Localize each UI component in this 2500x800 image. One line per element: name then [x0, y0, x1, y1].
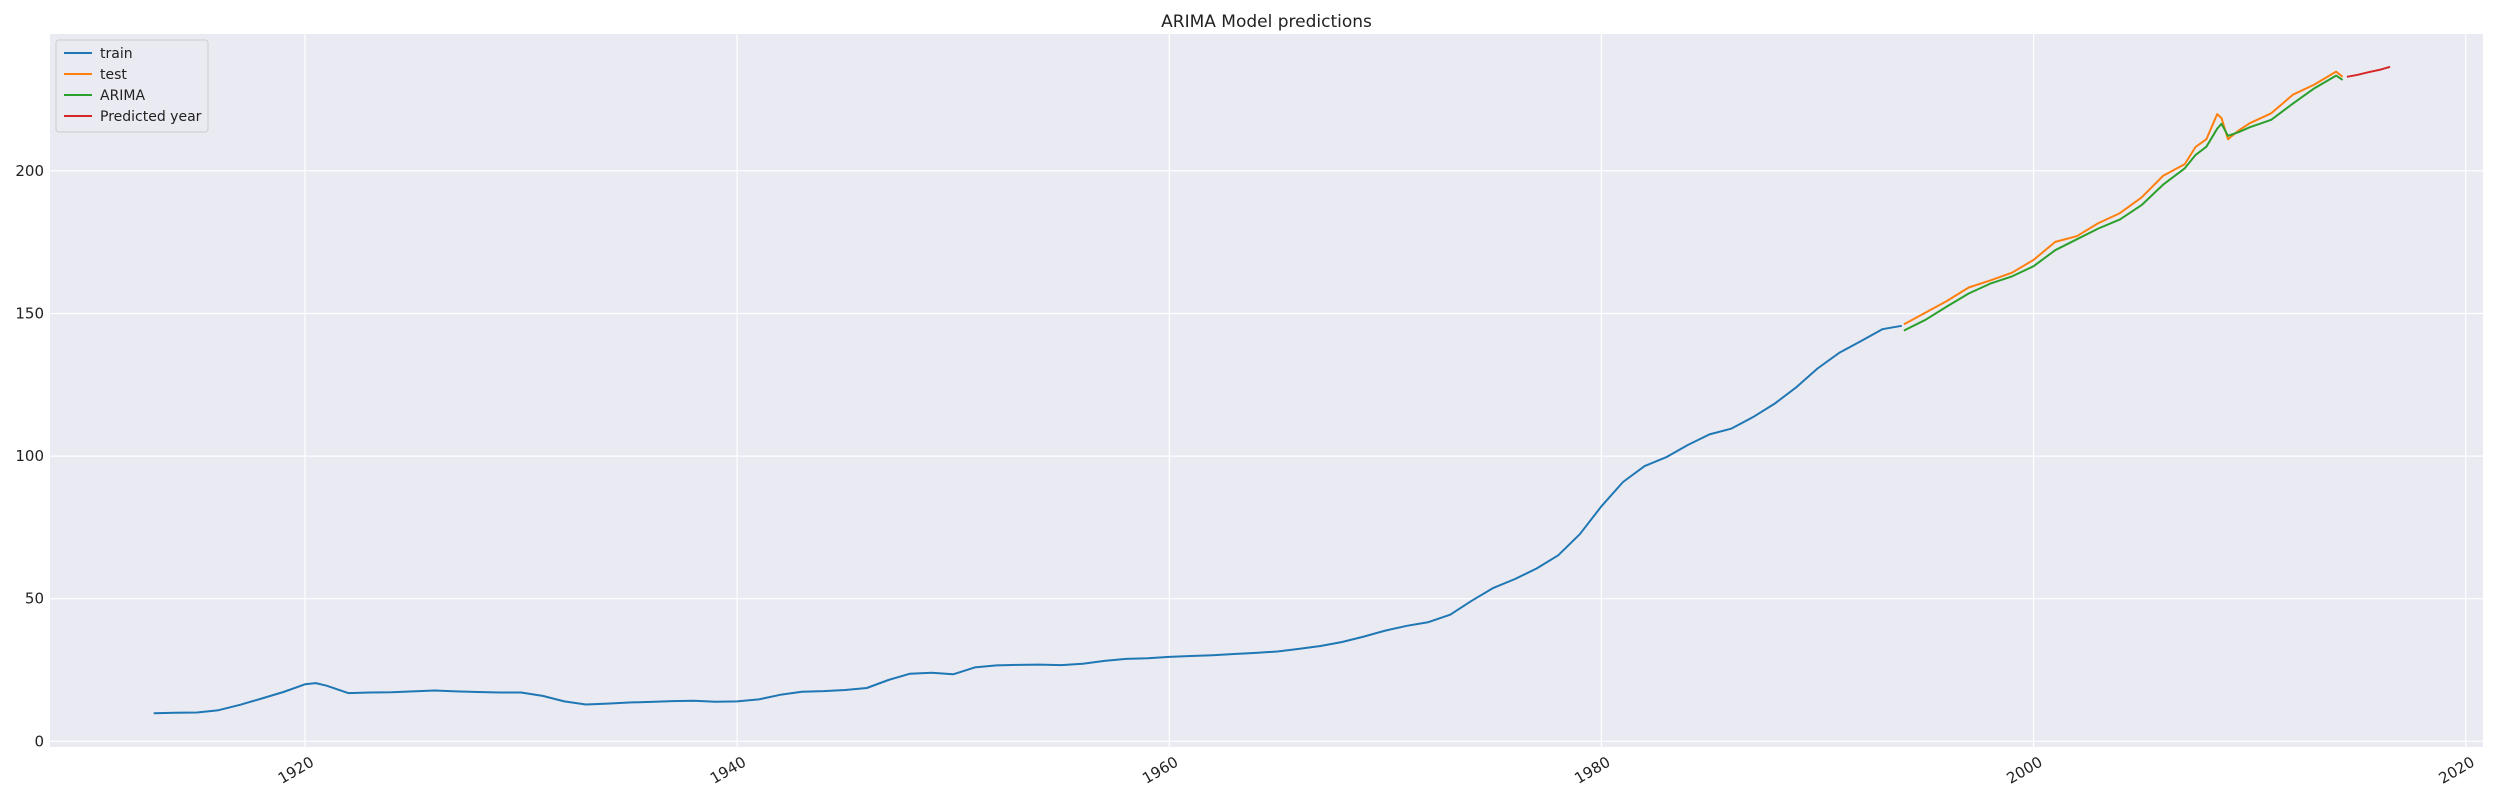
legend-label: train [100, 46, 133, 62]
y-tick-label: 50 [25, 590, 44, 608]
grid-lines [50, 34, 2483, 747]
y-tick-label: 100 [15, 447, 44, 465]
legend-label: Predicted year [100, 109, 202, 125]
series-line-train [153, 324, 1902, 715]
series-lines [153, 65, 2391, 715]
legend-label: test [100, 67, 127, 83]
series-line-arima [1903, 74, 2344, 332]
series-line-test [1903, 70, 2344, 326]
plot-area [50, 34, 2483, 747]
y-tick-label: 200 [15, 162, 44, 180]
y-tick-label: 150 [15, 304, 44, 322]
series-line-predicted-year [2346, 65, 2391, 78]
y-tick-label: 0 [34, 732, 44, 750]
legend: train test ARIMA Predicted year [55, 39, 209, 133]
chart-title: ARIMA Model predictions [1161, 12, 1372, 32]
legend-label: ARIMA [100, 88, 146, 104]
legend-box [55, 39, 209, 133]
